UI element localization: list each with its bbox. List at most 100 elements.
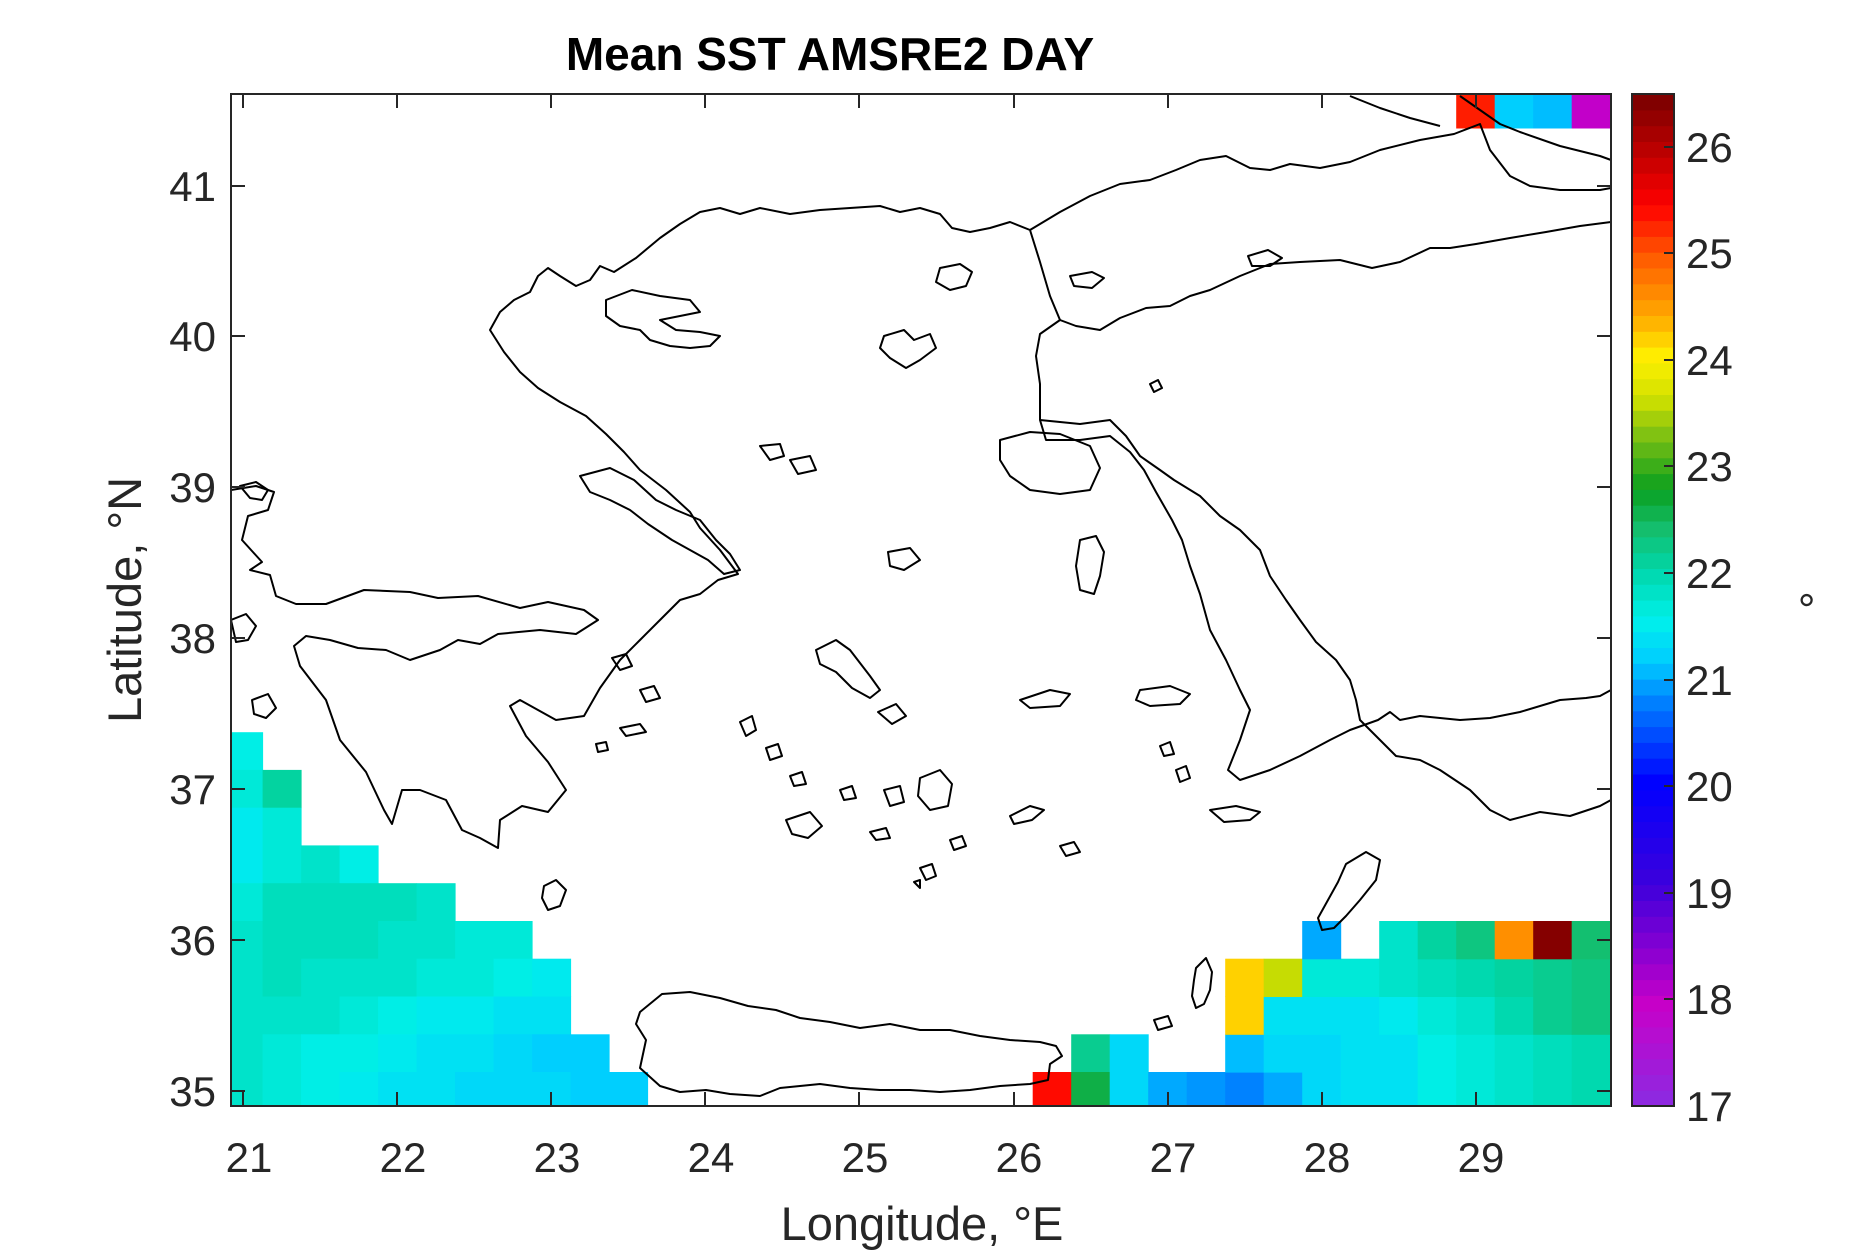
colorbar-tick-label: 17 [1686,1083,1733,1130]
colorbar-band [1632,94,1674,111]
sst-cell [301,921,341,960]
sst-cell [1456,958,1496,997]
colorbar-band [1632,916,1674,933]
colorbar-bands [1632,94,1674,1107]
sst-cell [1263,1034,1303,1073]
sst-cell [1263,996,1303,1035]
colorbar-band [1632,441,1674,459]
colorbar-band [1632,394,1674,411]
colorbar-tick-label: 19 [1686,870,1733,917]
sst-cell [609,1072,649,1106]
sst-cell [1379,996,1419,1035]
sst-cell [1417,958,1457,997]
colorbar-band [1632,821,1674,838]
bozcaada-coastline [1149,379,1163,393]
sst-cell [1071,1034,1111,1073]
sst-cell [1340,1034,1380,1073]
x-tick-label: 28 [1304,1134,1351,1181]
colorbar-tick-label: 20 [1686,763,1733,810]
colorbar-tick-label: 22 [1686,550,1733,597]
aegina-salamina-coastline [611,653,661,703]
sst-cell [1340,996,1380,1035]
folegandros-ios-coastline [869,827,967,851]
colorbar-band [1632,1042,1674,1060]
kos-coastline [1209,805,1261,823]
sst-cell [262,996,302,1035]
colorbar-band [1632,568,1674,585]
colorbar-band [1632,679,1674,696]
colorbar-band [1632,520,1674,538]
sst-cell [339,996,379,1035]
sst-cell [231,996,264,1035]
sst-cell [1417,1034,1457,1073]
colorbar-tick-label: 26 [1686,124,1733,171]
sst-cell [1302,958,1342,997]
y-tick-label: 39 [169,464,216,511]
sst-cell [1494,921,1534,960]
sst-cell [570,1072,610,1106]
sst-cell [493,921,533,960]
colorbar-band [1632,283,1674,301]
anatolia-west-coastline [1039,419,1611,821]
chalkidiki-coastline [605,289,721,349]
kalymnos-coastline [1159,741,1191,783]
colorbar-band [1632,742,1674,759]
y-tick-label: 38 [169,615,216,662]
sst-cell [262,769,302,809]
x-tick-label: 24 [688,1134,735,1181]
sst-cell [416,1034,456,1073]
sst-cell [1071,1072,1111,1106]
sst-cell [1186,1072,1226,1106]
sst-cell [1494,94,1534,129]
kythira-coastline [541,879,567,911]
sst-cell [1302,1034,1342,1073]
sst-cell [1379,921,1419,960]
sst-cell [493,1072,533,1106]
andros-tinos-coastline [815,639,907,725]
milos-coastline [785,811,823,839]
chart-title: Mean SST AMSRE2 DAY [566,28,1094,80]
x-axis-label: Longitude, °E [781,1197,1064,1250]
sst-cell [339,883,379,922]
sst-cell [262,1034,302,1073]
serifos-sifnos-coastline [789,771,857,801]
colorbar-band [1632,773,1674,791]
sst-cell [378,996,418,1035]
sst-cell [1302,996,1342,1035]
colorbar-band [1632,995,1674,1012]
sst-cell [532,996,572,1035]
colorbar-label: ° [1772,591,1821,609]
colorbar-band [1632,1026,1674,1044]
sst-cell [231,732,264,771]
x-tick-label: 29 [1458,1134,1505,1181]
rhodes-coastline [1317,851,1381,931]
colorbar-band [1632,426,1674,443]
sst-cell [301,845,341,884]
sst-cell [416,883,456,922]
colorbar-band [1632,631,1674,648]
sst-cell [1533,921,1573,960]
sst-cell [1379,1034,1419,1073]
colorbar-band [1632,188,1674,206]
colorbar-band [1632,125,1674,142]
sst-cell [1494,1072,1534,1106]
x-tick-label: 22 [380,1134,427,1181]
colorbar-band [1632,710,1674,728]
lemnos-coastline [879,329,937,369]
colorbar-band [1632,267,1674,285]
ikaria-coastline [1019,689,1071,709]
colorbar-tick-label: 18 [1686,976,1733,1023]
sst-cell [455,958,495,997]
sst-cell [1417,1072,1457,1106]
coastline-map [231,95,1611,1097]
sst-cell [1494,1034,1534,1073]
y-tick-label: 36 [169,917,216,964]
x-tick-label: 27 [1150,1134,1197,1181]
colorbar-band [1632,979,1674,996]
colorbar-band [1632,552,1674,569]
lesvos-coastline [999,431,1101,495]
colorbar-band [1632,947,1674,965]
karpathos-coastline [1191,957,1213,1009]
colorbar-tick-label: 23 [1686,443,1733,490]
colorbar-band [1632,457,1674,475]
